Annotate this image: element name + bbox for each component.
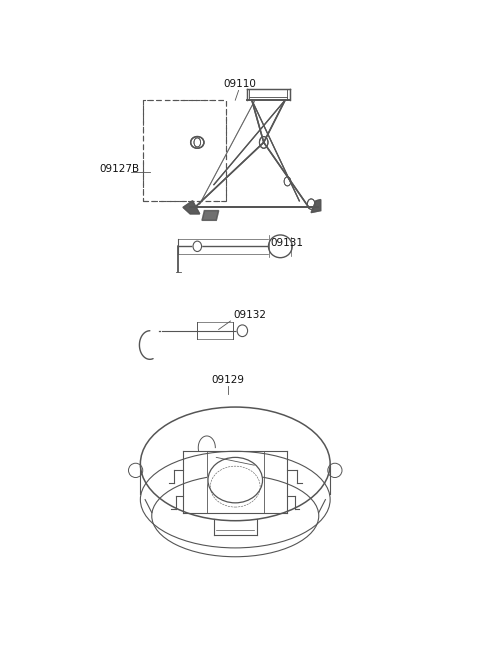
Ellipse shape [237, 325, 248, 337]
Ellipse shape [208, 457, 263, 503]
Polygon shape [311, 200, 321, 213]
Ellipse shape [268, 235, 292, 257]
Text: 09132: 09132 [233, 310, 266, 320]
Text: 09131: 09131 [271, 238, 304, 248]
Ellipse shape [140, 407, 330, 521]
Text: 09110: 09110 [224, 79, 256, 89]
Bar [143, 100, 226, 201]
Polygon shape [202, 211, 219, 220]
Text: 09129: 09129 [212, 375, 245, 384]
Text: 09127B: 09127B [99, 164, 139, 174]
Ellipse shape [191, 136, 204, 148]
Polygon shape [311, 200, 321, 213]
Polygon shape [183, 201, 200, 214]
Polygon shape [202, 211, 219, 220]
Ellipse shape [191, 136, 204, 148]
Bar [143, 100, 226, 201]
Ellipse shape [152, 475, 319, 557]
Ellipse shape [140, 451, 330, 548]
Ellipse shape [193, 241, 202, 252]
Ellipse shape [129, 463, 143, 477]
Ellipse shape [328, 463, 342, 477]
Polygon shape [183, 201, 200, 214]
